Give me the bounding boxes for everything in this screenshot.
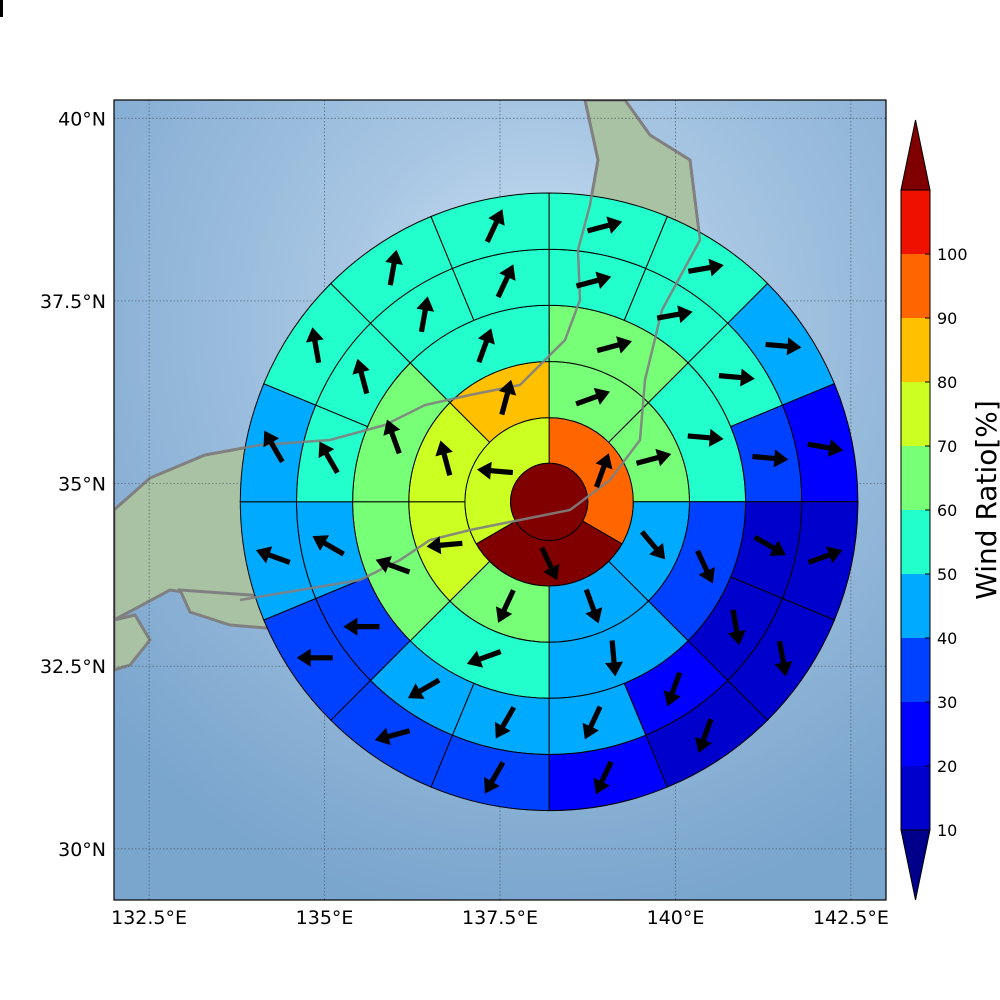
wind-arrow (596, 336, 632, 354)
wind-arrow (255, 546, 291, 565)
wind-arrow (375, 556, 411, 575)
wind-arrow (498, 379, 517, 416)
wind-arrow (753, 534, 786, 556)
wind-arrow (407, 677, 441, 699)
wind-arrow (484, 209, 505, 244)
wind-arrow (687, 428, 724, 447)
wind-arrow (752, 449, 789, 468)
wind-arrow (663, 671, 683, 707)
colorbar-over-triangle (900, 119, 931, 191)
colorbar-tick-label: 70 (937, 437, 957, 456)
wind-arrow (695, 549, 715, 584)
wind-arrow (807, 546, 843, 565)
colorbar: 10 20 30 40 50 60 70 80 90 100 (900, 119, 968, 901)
wind-arrow (416, 296, 435, 333)
colorbar-bin (901, 382, 930, 446)
wind-arrow (727, 609, 746, 646)
wind-arrow (575, 387, 610, 407)
lat-tick-label: 35°N (58, 474, 106, 496)
wind-arrow (383, 419, 402, 455)
wind-arrow (385, 249, 403, 286)
colorbar-tick-label: 40 (937, 629, 957, 648)
wind-arrow (312, 535, 345, 557)
wind-arrow (635, 448, 672, 467)
wind-arrow (352, 358, 370, 395)
colorbar-bin (901, 318, 930, 382)
lat-tick-label: 37.5°N (40, 291, 106, 313)
colorbar-tick-label: 80 (937, 373, 957, 392)
colorbar-bin (901, 510, 930, 574)
wind-arrow (687, 258, 724, 277)
lon-tick-label: 142.5°E (813, 907, 889, 929)
wind-arrow (582, 705, 603, 740)
wind-arrow (0, 0, 3, 17)
wind-arrow (575, 271, 612, 289)
wind-arrow (605, 640, 624, 677)
wind-arrow (263, 430, 285, 464)
wind-arrow (495, 264, 516, 299)
lat-tick-label: 32.5°N (40, 656, 106, 678)
colorbar-bin (901, 190, 930, 254)
wind-arrow (718, 368, 755, 387)
colorbar-tick-label: 50 (937, 565, 957, 584)
wind-arrow (639, 530, 666, 560)
wind-arrow (435, 440, 453, 476)
colorbar-bin (901, 574, 930, 638)
wind-arrow (593, 760, 614, 795)
colorbar-title: Wind Ratio[%] (970, 400, 1000, 600)
lon-tick-label: 132.5°E (111, 907, 187, 929)
wind-arrow (495, 706, 517, 739)
map-border (113, 99, 887, 901)
colorbar-bin (901, 446, 930, 510)
wind-arrow (594, 453, 613, 488)
wind-arrow (318, 441, 340, 475)
wind-arrow (583, 588, 603, 624)
wind-arrow (305, 327, 324, 364)
axis-tick-labels: 132.5°E 135°E 137.5°E 140°E 142.5°E 30°N 32.5°… (40, 108, 889, 929)
wind-arrow (343, 617, 380, 636)
colorbar-bin (901, 254, 930, 318)
wind-arrow (466, 649, 502, 668)
lat-tick-label: 40°N (58, 108, 106, 130)
colorbar-bin (901, 638, 930, 702)
wind-arrow (807, 439, 844, 457)
colorbar-tick-label: 60 (937, 501, 957, 520)
map-frame (0, 0, 887, 901)
wind-arrow (476, 328, 495, 364)
wind-arrow (495, 589, 516, 623)
center-disk (510, 462, 589, 541)
wind-arrow (539, 546, 560, 581)
colorbar-bin (901, 702, 930, 766)
lon-tick-label: 140°E (647, 907, 705, 929)
wind-arrow (765, 337, 802, 356)
lon-tick-label: 135°E (296, 907, 354, 929)
wind-arrow (484, 761, 506, 794)
wind-arrow (586, 216, 623, 234)
coastline-south (239, 159, 702, 602)
wind-arrow (374, 727, 411, 746)
colorbar-tick-label: 10 (937, 821, 957, 840)
wind-arrow (296, 648, 333, 667)
kyushu-land (114, 613, 152, 672)
wind-arrow (656, 305, 693, 324)
colorbar-tick-label: 100 (937, 245, 968, 264)
colorbar-tick-label: 30 (937, 693, 957, 712)
wind-arrow (476, 461, 514, 480)
wind-arrow (426, 536, 463, 555)
wind-arrow (694, 718, 714, 754)
lon-tick-label: 137.5°E (462, 907, 538, 929)
lat-tick-label: 30°N (58, 839, 106, 861)
colorbar-tick-label: 20 (937, 757, 957, 776)
colorbar-bin (901, 766, 930, 830)
colorbar-under-triangle (900, 829, 931, 901)
colorbar-tick-label: 90 (937, 309, 957, 328)
wind-direction-arrows (0, 0, 844, 795)
wind-arrow (774, 640, 793, 677)
